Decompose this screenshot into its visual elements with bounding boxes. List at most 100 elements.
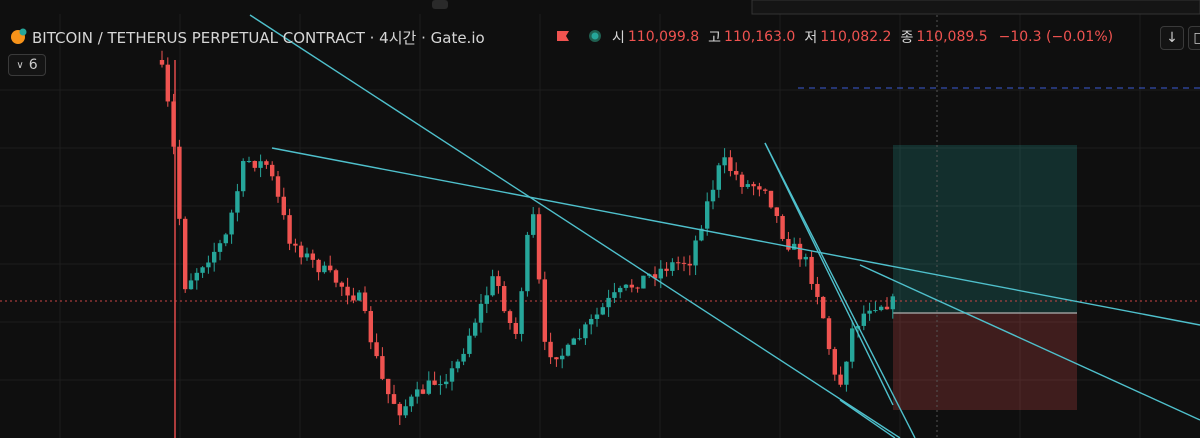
candle-body (722, 157, 727, 166)
candle-body (467, 335, 472, 354)
candle-body (397, 403, 402, 416)
candle-body (618, 287, 623, 293)
candle-body (594, 314, 600, 319)
exchange-icon (19, 28, 27, 36)
trend-line (271, 147, 1200, 326)
candle-body (223, 234, 228, 244)
candle-body (693, 240, 698, 266)
candle-body (357, 292, 362, 301)
candle-body (444, 381, 449, 385)
candle-body (316, 259, 321, 273)
candle-body (560, 355, 565, 360)
candle-body (299, 245, 304, 258)
candle-body (768, 190, 774, 208)
candle-body (293, 243, 298, 246)
loss-zone (893, 313, 1077, 410)
candle-body (345, 286, 350, 296)
candle-body (780, 216, 785, 239)
candle-body (455, 361, 460, 369)
candles (159, 50, 895, 426)
candle-body (797, 243, 803, 260)
candle-body (710, 189, 716, 202)
candle-body (803, 256, 808, 260)
candle-body (821, 296, 826, 319)
candle-body (217, 243, 223, 252)
low-label: 저 (804, 30, 818, 46)
candle-body (728, 157, 733, 172)
candle-body (188, 280, 194, 290)
candle-body (246, 160, 252, 162)
candle-body (415, 389, 420, 397)
candle-body (774, 207, 779, 217)
grid (0, 14, 1200, 438)
candle-body (386, 378, 391, 395)
candle-body (351, 295, 356, 301)
candle-body (513, 323, 518, 334)
candle-body (600, 307, 605, 315)
candle-body (757, 186, 762, 190)
high-value: 110,163.0 (724, 29, 796, 45)
candle-body (751, 184, 756, 187)
close-label: 종 (900, 30, 914, 46)
candle-body (241, 161, 246, 192)
candle-body (612, 292, 617, 298)
candle-body (734, 171, 739, 175)
trend-line (839, 399, 896, 438)
candle-body (577, 338, 582, 340)
candle-body (589, 318, 594, 325)
trend-line (859, 264, 1200, 421)
download-button[interactable]: ↓ (1160, 26, 1184, 50)
candle-body (716, 165, 721, 190)
candle-body (536, 214, 542, 280)
candle-body (409, 396, 414, 407)
candle-body (525, 234, 530, 292)
candle-body (623, 284, 629, 288)
candle-body (270, 164, 275, 177)
candle-body (449, 368, 455, 382)
candle-body (531, 214, 536, 235)
candle-body (333, 270, 339, 283)
candle-body (670, 262, 675, 271)
candle-body (380, 356, 385, 379)
candle-body (328, 265, 333, 271)
candle-body (362, 292, 368, 312)
candle-body (339, 282, 344, 287)
candle-body (391, 394, 397, 404)
candle-body (844, 361, 849, 385)
candle-body (676, 262, 681, 264)
top-control[interactable] (432, 0, 448, 9)
candle-body (165, 64, 170, 102)
candle-body (484, 295, 489, 304)
candle-body (420, 389, 426, 394)
candle-body (554, 357, 559, 360)
candle-body (542, 279, 547, 342)
profit-zone (893, 145, 1077, 313)
candle-body (322, 265, 327, 273)
candle-body (763, 189, 768, 191)
candle-body (212, 251, 217, 263)
candle-body (583, 324, 588, 339)
candle-body (571, 338, 576, 345)
candle-body (629, 284, 634, 288)
candle-body (861, 313, 866, 326)
candle-body (403, 406, 408, 416)
candle-body (368, 311, 373, 343)
candle-body (496, 276, 501, 287)
candle-body (652, 274, 658, 279)
indicators-toggle[interactable]: ∨ 6 (8, 54, 46, 76)
candle-body (687, 263, 692, 266)
candle-body (235, 191, 240, 213)
candle-body (867, 310, 872, 314)
menu-button[interactable]: □ (1188, 26, 1200, 50)
toolbar[interactable] (751, 0, 1200, 15)
candle-body (658, 268, 663, 279)
candle-body (194, 272, 199, 281)
candle-body (705, 201, 710, 229)
candle-body (884, 306, 890, 310)
candle-body (641, 275, 646, 289)
candle-body (258, 161, 263, 168)
candle-body (745, 184, 750, 187)
indicator-count: 6 (28, 57, 38, 73)
